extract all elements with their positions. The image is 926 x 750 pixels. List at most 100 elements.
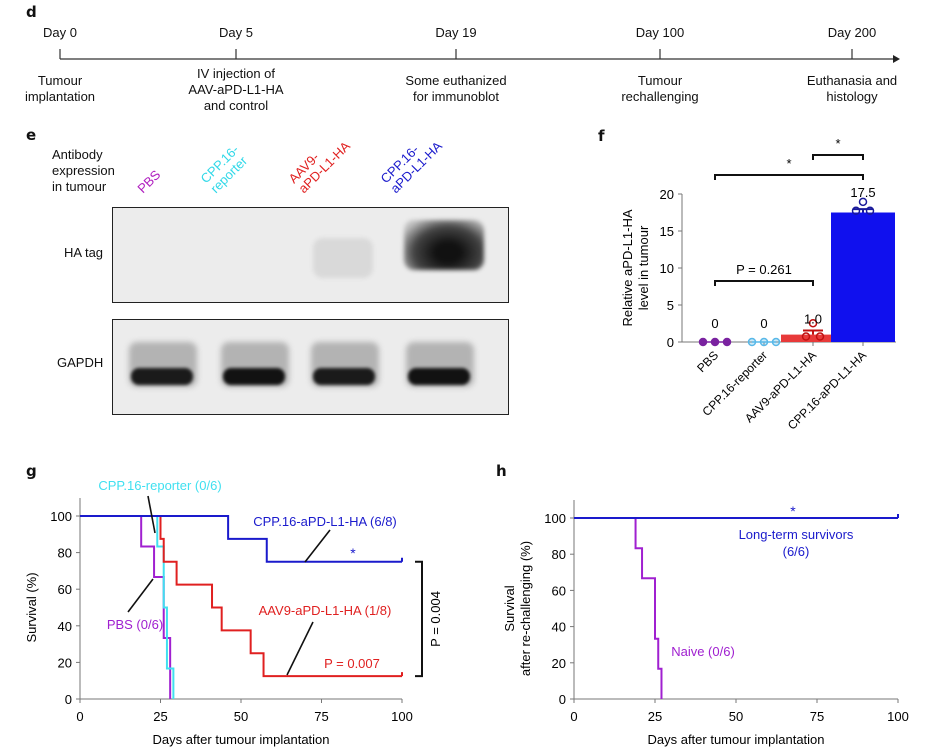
lane-label: AAV9- aPD-L1-HA <box>285 129 353 196</box>
x-tick-label: 0 <box>76 709 83 724</box>
series-label: CPP.16-aPD-L1-HA (6/8) <box>253 514 397 529</box>
header-line: Antibody <box>52 147 103 162</box>
survival-curve <box>80 515 402 563</box>
event-desc-line: IV injection of <box>196 66 276 81</box>
event-desc-line: Tumour <box>637 73 683 88</box>
significance-label: * <box>786 156 791 171</box>
protein-band <box>408 368 470 385</box>
y-tick-label: 10 <box>660 261 674 276</box>
timeline-event-desc: Tumour implantation <box>0 73 135 105</box>
protein-band <box>131 368 193 385</box>
x-axis-label: Days after tumour implantation <box>152 732 329 747</box>
survival-chart-h: 0 20 40 60 80 100 0 25 50 75 100 Days after tumour … <box>502 500 909 747</box>
label-leader <box>286 621 314 676</box>
panel-label-f: f <box>598 127 605 145</box>
blot-gapdh <box>112 319 509 415</box>
panel-label-d: d <box>26 3 37 21</box>
timeline-day-label: Day 19 <box>435 25 477 40</box>
y-tick-label: 60 <box>552 583 566 598</box>
timeline <box>59 49 900 63</box>
event-desc-line: AAV-aPD-L1-HA <box>188 82 284 97</box>
blot-label-ha-tag: HA tag <box>64 245 104 260</box>
data-point <box>808 318 818 328</box>
x-tick-label: 25 <box>153 709 167 724</box>
y-tick-label: 20 <box>660 187 674 202</box>
event-desc-line: Some euthanized <box>405 73 507 88</box>
timeline-day-label: Day 200 <box>827 25 877 40</box>
y-axis-label-line: Relative aPD-L1-HA <box>620 209 635 326</box>
value-label: 0 <box>711 316 718 331</box>
p-value-label: P = 0.007 <box>324 656 380 671</box>
protein-band <box>313 238 373 278</box>
survival-chart-g: 0 20 40 60 80 100 0 25 50 75 100 Days after tumour … <box>24 478 443 747</box>
event-desc-line: and control <box>203 98 269 113</box>
p-value-label: P = 0.004 <box>428 591 443 647</box>
series-label: AAV9-aPD-L1-HA (1/8) <box>259 603 392 618</box>
significance-label: * <box>835 136 840 151</box>
significance-bracket <box>415 560 423 678</box>
significance-label: P = 0.261 <box>736 262 792 277</box>
timeline-event-desc: Tumour rechallenging <box>585 73 735 105</box>
bar <box>781 334 845 342</box>
y-axis-label: Relative aPD-L1-HAlevel in tumour <box>620 209 651 326</box>
x-tick-label: 75 <box>810 709 824 724</box>
y-tick-label: 20 <box>552 656 566 671</box>
value-label: 1.0 <box>804 312 822 327</box>
label-leader <box>147 495 156 534</box>
protein-band <box>223 368 285 385</box>
x-axis-label: Days after tumour implantation <box>647 732 824 747</box>
bar-chart-f: 0 5 10 15 20 Relative aPD-L1-HAlevel in tumou… <box>620 136 896 432</box>
survival-curve <box>80 515 402 678</box>
significance-star: * <box>350 545 356 561</box>
protein-band <box>404 220 484 270</box>
lane-label: PBS <box>134 167 163 196</box>
data-point <box>815 332 825 341</box>
y-tick-label: 100 <box>50 509 72 524</box>
data-point <box>858 197 868 207</box>
y-tick-label: 15 <box>660 224 674 239</box>
x-tick-label: 100 <box>391 709 413 724</box>
y-tick-label: 40 <box>58 619 72 634</box>
y-axis-label-line: after re-challenging (%) <box>518 541 533 676</box>
label-leader <box>304 529 331 563</box>
survival-curve <box>574 517 663 699</box>
series-label-sub: (6/6) <box>783 544 810 559</box>
series-label: PBS (0/6) <box>107 617 163 632</box>
timeline-event-desc: Euthanasia and histology <box>777 73 926 105</box>
event-desc-line: Euthanasia and <box>806 73 898 88</box>
y-tick-label: 60 <box>58 582 72 597</box>
y-tick-label: 20 <box>58 655 72 670</box>
y-tick-label: 0 <box>65 692 72 707</box>
series-label: Long-term survivors <box>739 527 854 542</box>
value-label: 17.5 <box>850 185 875 200</box>
y-tick-label: 80 <box>552 547 566 562</box>
event-desc-line: Tumour <box>37 73 83 88</box>
y-axis-label-line: Survival <box>502 585 517 631</box>
timeline-day-label: Day 5 <box>219 25 253 40</box>
data-point <box>865 206 875 215</box>
event-desc-line: rechallenging <box>621 89 699 104</box>
series-label: Naive (0/6) <box>671 644 735 659</box>
header-line: expression <box>52 163 115 178</box>
header-line: in tumour <box>52 179 107 194</box>
significance-bracket <box>714 174 864 180</box>
value-label: 0 <box>760 316 767 331</box>
panel-label-g: g <box>26 462 37 480</box>
antibody-expression-header: Antibody expression in tumour <box>52 147 115 195</box>
y-axis-label: Survival (%) <box>24 572 39 642</box>
significance-bracket <box>812 154 864 160</box>
timeline-event-desc: Some euthanized for immunoblot <box>381 73 531 105</box>
event-desc-line: for immunoblot <box>413 89 499 104</box>
y-tick-label: 80 <box>58 546 72 561</box>
timeline-day-label: Day 100 <box>635 25 685 40</box>
lane-label: CPP.16- aPD-L1-HA <box>377 129 445 196</box>
x-tick-label: 75 <box>314 709 328 724</box>
y-axis-label: Survivalafter re-challenging (%) <box>502 541 533 676</box>
x-tick-label: PBS <box>694 348 721 375</box>
x-tick-label: 25 <box>648 709 662 724</box>
event-desc-line: histology <box>826 89 878 104</box>
x-tick-label: 100 <box>887 709 909 724</box>
y-tick-label: 0 <box>667 335 674 350</box>
y-tick-label: 100 <box>544 511 566 526</box>
lane-label: CPP.16- reporter <box>197 142 251 196</box>
